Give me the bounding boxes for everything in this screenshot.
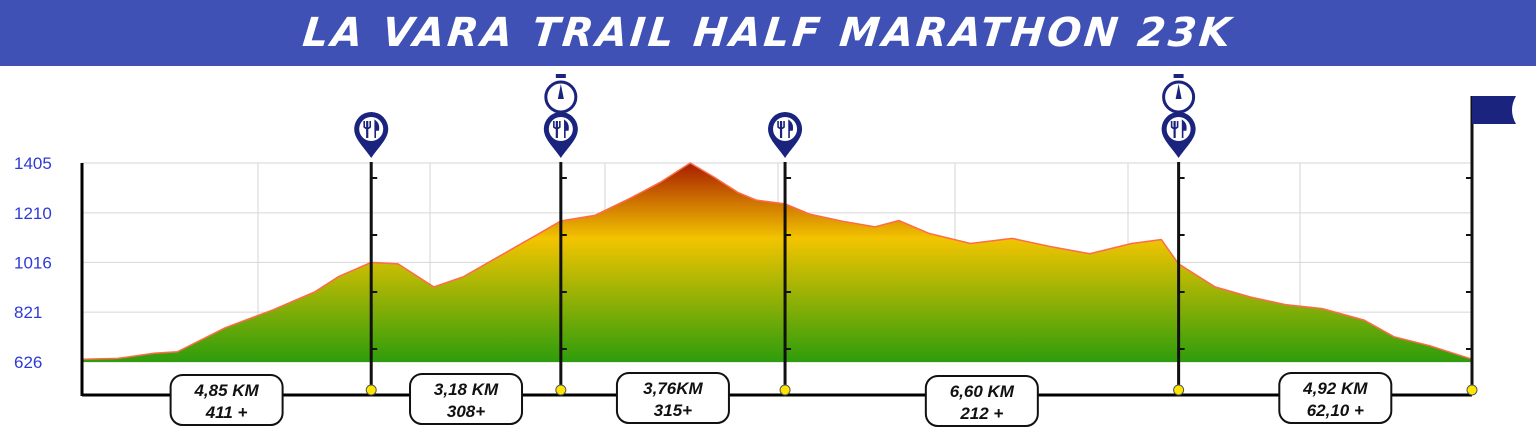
stopwatch-icon	[544, 74, 578, 114]
stopwatch-crown	[1173, 74, 1184, 78]
pin-inner	[773, 117, 798, 141]
stopwatch-icon	[1162, 74, 1196, 114]
y-tick-label: 626	[14, 353, 42, 372]
finish-flag-icon	[1466, 96, 1516, 396]
segment-gain: 212 +	[959, 404, 1003, 423]
fork-knife-icon	[553, 119, 569, 138]
elevation-profile-chart: 1405 1210 1016 821 626 4,85 KM 411 + 3,18 KM 30…	[14, 74, 1516, 427]
stopwatch-hand	[557, 84, 564, 99]
segment-distance: 4,85 KM	[193, 381, 259, 400]
header-banner: LA VARA TRAIL HALF MARATHON 23K	[0, 0, 1536, 66]
aid-station-marker	[768, 112, 803, 396]
segment-gain: 315+	[654, 401, 692, 420]
segment-box	[924, 375, 1039, 427]
y-tick-label: 821	[14, 303, 42, 322]
segment-box	[1278, 372, 1393, 424]
y-tick-label: 1405	[14, 154, 52, 173]
segment-label: 6,60 KM 212 +	[924, 375, 1039, 427]
station-dot	[779, 384, 791, 396]
segment-gain: 62,10 +	[1307, 401, 1364, 420]
stopwatch-crown	[555, 74, 566, 78]
fork-knife-icon	[777, 119, 794, 138]
axis-layer	[80, 163, 1472, 397]
segment-box	[615, 372, 730, 424]
segment-label: 4,92 KM 62,10 +	[1278, 372, 1393, 424]
flag-cloth	[1472, 96, 1516, 124]
y-tick-label: 1210	[14, 204, 52, 223]
station-dot	[1466, 384, 1478, 396]
pin-inner	[548, 117, 573, 141]
aid-station-marker	[1161, 112, 1196, 396]
pin-inner	[359, 117, 384, 141]
station-dot	[1173, 384, 1185, 396]
station-dot	[555, 384, 567, 396]
y-axis-ticks: 1405 1210 1016 821 626	[14, 154, 52, 372]
fork-tines	[363, 121, 372, 130]
segment-distance: 6,60 KM	[950, 382, 1015, 401]
segment-distance: 3,18 KM	[434, 380, 499, 399]
fork-knife-icon	[363, 119, 380, 138]
stopwatch-hand	[1175, 84, 1182, 99]
segment-label: 3,18 KM 308+	[409, 373, 524, 425]
segment-label: 3,76KM 315+	[615, 372, 730, 424]
y-tick-label: 1016	[14, 253, 52, 272]
elevation-line	[81, 162, 1473, 360]
profile-layer	[81, 162, 1473, 362]
fork-tines	[777, 121, 785, 130]
elevation-area	[82, 163, 1472, 362]
segment-distance: 3,76KM	[643, 379, 703, 398]
segment-box	[169, 374, 284, 426]
knife-blade	[564, 119, 569, 138]
fork-tines	[553, 121, 561, 130]
pin-inner	[1166, 117, 1191, 141]
fork-tines	[1170, 121, 1179, 130]
station-dot	[365, 384, 377, 396]
segment-distance: 4,92 KM	[1302, 379, 1368, 398]
aid-station-marker	[354, 112, 389, 396]
segment-gain: 308+	[447, 402, 485, 421]
fork-knife-icon	[1170, 119, 1187, 138]
knife-blade	[374, 119, 380, 138]
segment-labels: 4,85 KM 411 + 3,18 KM 308+ 3,76KM 315+ 6,60 KM…	[169, 372, 1393, 427]
marker-layer	[354, 74, 1516, 396]
page-title: LA VARA TRAIL HALF MARATHON 23K	[300, 10, 1236, 56]
aid-station-marker	[543, 112, 578, 396]
segment-box	[409, 373, 524, 425]
knife-blade	[788, 119, 794, 138]
segment-gain: 411 +	[205, 403, 248, 422]
segment-label: 4,85 KM 411 +	[169, 374, 284, 426]
knife-blade	[1181, 119, 1187, 138]
